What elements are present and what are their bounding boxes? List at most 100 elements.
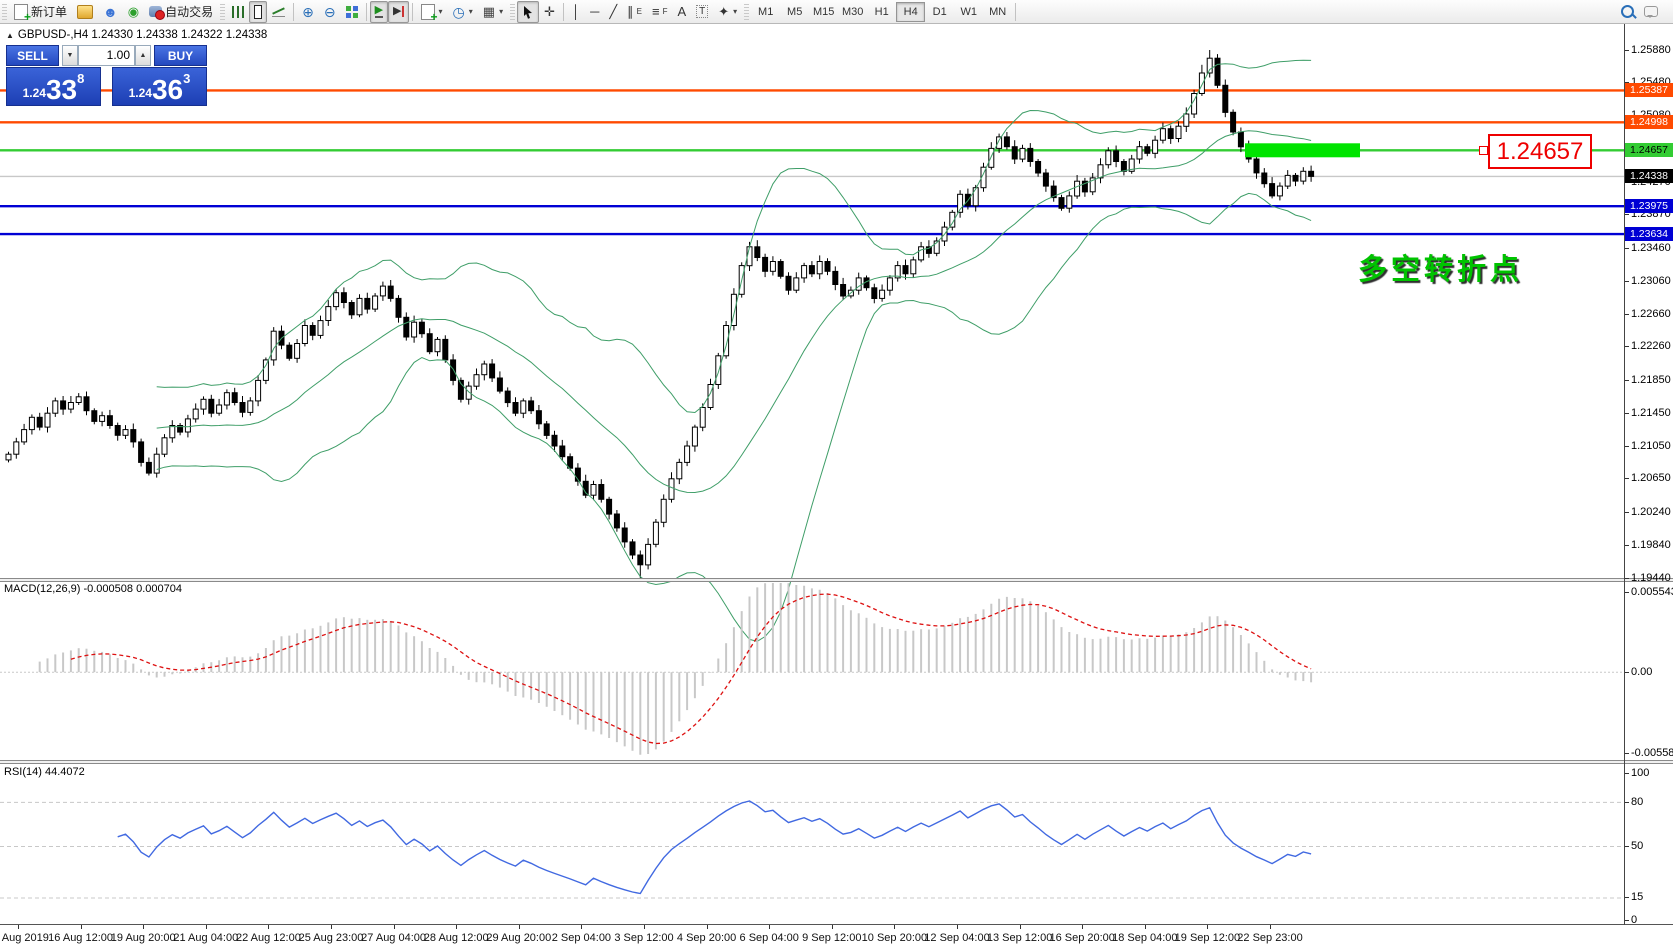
timeframe-D1[interactable]: D1: [932, 5, 947, 18]
horizontal-line-button[interactable]: ─: [585, 1, 604, 23]
channel-icon: ∥: [627, 3, 634, 19]
caret-icon: ▾: [438, 7, 443, 16]
profile-button[interactable]: ☻: [98, 1, 123, 23]
price-tick-mark: [1625, 478, 1629, 480]
chart-shift-button[interactable]: ▶: [388, 0, 409, 23]
time-tick-mark: [581, 925, 583, 929]
text-label-button[interactable]: T: [691, 1, 713, 23]
panel-splitter-rsi[interactable]: [0, 760, 1673, 764]
fibonacci-button[interactable]: ≡ F: [647, 1, 672, 23]
sell-price-prefix: 1.24: [22, 86, 46, 100]
timeframe-M5[interactable]: M5: [787, 5, 803, 18]
time-tick-mark: [331, 925, 332, 929]
cursor-button[interactable]: [517, 0, 540, 23]
zoom-out-button[interactable]: ⊖: [319, 1, 341, 23]
timeframe-H4[interactable]: H4: [896, 1, 926, 22]
timeframe-MN[interactable]: MN: [989, 5, 1007, 18]
price-level-badge: 1.24657: [1625, 143, 1673, 158]
channel-letter: E: [636, 7, 642, 16]
price-tick-mark: [1625, 313, 1629, 315]
price-tick-mark: [1625, 577, 1629, 579]
tile-windows-button[interactable]: [341, 1, 363, 23]
time-tick-label: 16 Aug 12:00: [48, 932, 114, 944]
auto-scroll-button[interactable]: ▶: [369, 0, 389, 23]
macd-signal-line: [70, 593, 1312, 745]
search-button[interactable]: [1616, 1, 1639, 23]
search-icon: [1621, 5, 1634, 18]
autotrading-button[interactable]: 自动交易: [144, 1, 218, 23]
caret-icon: ▾: [733, 7, 738, 16]
symbol-ohlc-line: ▲ GBPUSD-,H4 1.24330 1.24338 1.24322 1.24…: [6, 29, 267, 41]
new-chart-dropdown[interactable]: ▾: [416, 1, 448, 24]
time-tick-label: 10 Sep 20:00: [861, 932, 928, 944]
periods-dropdown[interactable]: ◷ ▾: [448, 1, 478, 23]
time-tick-mark: [644, 925, 645, 929]
arrows-icon: ✦: [718, 3, 730, 19]
timeframe-M1[interactable]: M1: [758, 5, 774, 18]
timeframe-W1[interactable]: W1: [960, 5, 977, 18]
macd-tick-mark: [1625, 752, 1629, 754]
timeframe-M30[interactable]: M30: [841, 5, 864, 18]
price-tick-label: 1.21050: [1631, 439, 1671, 452]
vertical-line-button[interactable]: │: [567, 1, 585, 23]
buy-price-button[interactable]: 1.24 36 3: [112, 67, 207, 106]
crosshair-button[interactable]: ✛: [539, 1, 560, 23]
channel-button[interactable]: ∥ E: [622, 1, 647, 23]
arrows-dropdown[interactable]: ✦ ▾: [713, 1, 742, 23]
time-tick-label: 13 Sep 12:00: [986, 932, 1053, 944]
price-level-badge: 1.23634: [1625, 227, 1673, 242]
caret-icon: ▾: [499, 7, 504, 16]
text-button[interactable]: A: [672, 1, 691, 23]
timeframe-M15[interactable]: M15: [812, 5, 835, 18]
timeframe-H1[interactable]: H1: [874, 5, 889, 18]
bar-chart-button[interactable]: [227, 1, 249, 23]
separator: [365, 2, 367, 21]
zoom-in-button[interactable]: ⊕: [297, 1, 319, 23]
time-tick-mark: [1207, 925, 1209, 929]
buy-price-big: 36: [151, 74, 184, 105]
price-tick-label: 1.19840: [1631, 538, 1671, 551]
line-chart-button[interactable]: [267, 1, 290, 23]
chart-annotation-text[interactable]: 多空转折点: [1358, 254, 1524, 286]
price-callout-box[interactable]: 1.24657: [1488, 134, 1592, 169]
volume-input[interactable]: 1.00: [78, 45, 135, 66]
price-axis-border: [1624, 24, 1625, 925]
callout-anchor-icon[interactable]: [1479, 146, 1488, 156]
time-tick-mark: [205, 925, 207, 929]
volume-up-button[interactable]: ▲: [135, 45, 151, 66]
alerts-button[interactable]: ◉: [123, 1, 144, 23]
toolbar-drag-handle[interactable]: [2, 3, 7, 20]
highlight-zone[interactable]: [1245, 143, 1360, 158]
macd-scale-label: -0.005583: [1631, 746, 1673, 759]
panel-splitter-macd[interactable]: [0, 578, 1673, 582]
time-tick-mark: [518, 925, 520, 929]
market-watch-icon: [77, 4, 94, 19]
buy-button[interactable]: BUY: [154, 45, 207, 66]
tile-windows-icon: [345, 5, 358, 18]
market-watch-button[interactable]: [72, 1, 98, 23]
rsi-tick-mark: [1625, 801, 1629, 803]
price-tick-label: 1.23460: [1631, 241, 1671, 254]
volume-down-button[interactable]: ▼: [62, 45, 78, 66]
trendline-button[interactable]: ╱: [604, 1, 622, 23]
sell-price-button[interactable]: 1.24 33 8: [6, 67, 101, 106]
horizontal-line-objects[interactable]: [0, 89, 1624, 236]
collapse-triangle-icon[interactable]: ▲: [6, 31, 14, 40]
time-tick-label: 19 Aug 20:00: [110, 932, 176, 944]
price-tick-mark: [1625, 49, 1629, 51]
bar-chart-icon: [232, 5, 245, 18]
macd-scale-label: 0.005543: [1631, 585, 1673, 598]
time-tick-mark: [268, 925, 270, 929]
bollinger-bands: [156, 59, 1312, 642]
sell-button[interactable]: SELL: [6, 45, 59, 66]
time-tick-mark: [80, 925, 82, 929]
new-order-button[interactable]: 新订单: [9, 1, 72, 24]
chat-button[interactable]: [1639, 1, 1663, 23]
timeframe-toolbar: M1 M5 M15 M30 H1 H4 D1 W1 MN: [751, 1, 1012, 22]
time-tick-mark: [1270, 925, 1271, 929]
time-tick-mark: [456, 925, 458, 929]
price-tick-label: 1.21850: [1631, 373, 1671, 386]
templates-dropdown[interactable]: ▦ ▾: [478, 1, 508, 23]
candlestick-button[interactable]: [249, 0, 268, 23]
